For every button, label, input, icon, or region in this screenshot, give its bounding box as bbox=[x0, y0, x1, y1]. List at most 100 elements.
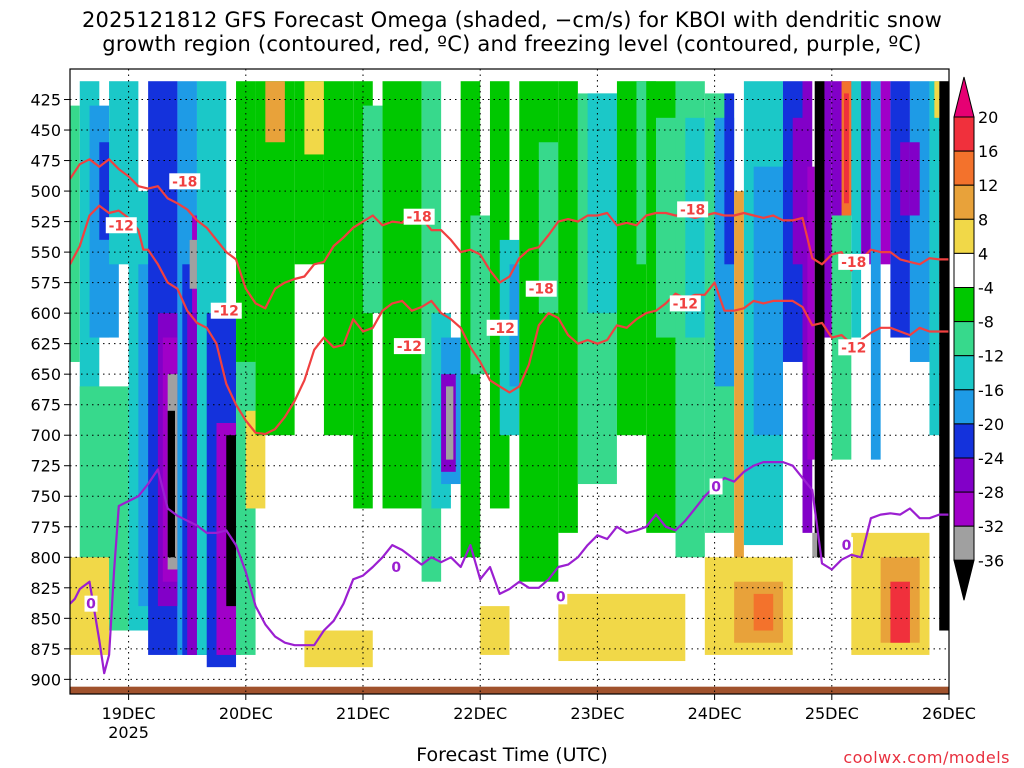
omega-cell-0 bbox=[70, 105, 80, 362]
x-tick-label-4: 23DEC bbox=[570, 704, 624, 723]
credit-link[interactable]: coolwx.com/models bbox=[843, 748, 1010, 767]
terrain-strip bbox=[70, 686, 949, 694]
contour-label-15: 0 bbox=[842, 538, 852, 554]
colorbar-swatch-10 bbox=[953, 423, 975, 459]
y-tick-label-425: 425 bbox=[30, 91, 61, 110]
omega-cell-46 bbox=[558, 81, 578, 533]
contour-label-8: -18 bbox=[680, 202, 705, 218]
omega-cell-29 bbox=[304, 81, 324, 155]
colorbar-label-8: -16 bbox=[978, 381, 1004, 400]
colorbar-swatch-7 bbox=[953, 321, 975, 357]
omega-cell-62 bbox=[792, 117, 803, 265]
y-tick-label-650: 650 bbox=[30, 365, 61, 384]
y-tick-label-500: 500 bbox=[30, 182, 61, 201]
contour-label-bg-2 bbox=[210, 302, 242, 319]
contour-label-bg-5 bbox=[486, 319, 518, 336]
y-tick-label-775: 775 bbox=[30, 518, 61, 537]
y-tick-label-450: 450 bbox=[30, 121, 61, 140]
omega-cell-82 bbox=[934, 81, 940, 118]
colorbar-swatch-3 bbox=[953, 184, 975, 220]
y-tick-label-600: 600 bbox=[30, 304, 61, 323]
contour-label-bg-7 bbox=[669, 295, 701, 312]
omega-cell-69 bbox=[831, 215, 852, 460]
contour-lines bbox=[70, 158, 949, 675]
colorbar-label-10: -24 bbox=[978, 449, 1004, 468]
contour-label-9: -18 bbox=[841, 255, 866, 271]
contour-label-bg-12 bbox=[389, 559, 403, 576]
colorbar-swatch-13 bbox=[953, 525, 975, 561]
colorbar-swatch-4 bbox=[953, 218, 975, 254]
plot-frame bbox=[69, 68, 950, 695]
omega-cell-23 bbox=[236, 81, 256, 362]
contour-label-bg-6 bbox=[525, 280, 557, 297]
x-axis-title: Forecast Time (UTC) bbox=[416, 744, 608, 766]
contour-label-12: 0 bbox=[391, 560, 401, 576]
contour-label-bg-3 bbox=[393, 338, 425, 355]
omega-cell-38 bbox=[446, 386, 454, 460]
y-tick-label-475: 475 bbox=[30, 152, 61, 171]
colorbar-label-7: -12 bbox=[978, 347, 1004, 366]
chart-title: 2025121812 GFS Forecast Omega (shaded, −… bbox=[81, 8, 943, 32]
colorbar-swatch-9 bbox=[953, 389, 975, 425]
colorbar-label-3: 8 bbox=[978, 210, 988, 229]
omega-cell-92 bbox=[480, 606, 510, 655]
omega-cell-32 bbox=[363, 105, 383, 314]
x-tick-label-2: 21DEC bbox=[336, 704, 390, 723]
contour-label-bg-15 bbox=[839, 537, 853, 554]
x-tick-label-5: 24DEC bbox=[688, 704, 742, 723]
colorbar-swatch-6 bbox=[953, 287, 975, 323]
contour-label-0: -12 bbox=[109, 218, 134, 234]
omega-cell-79 bbox=[909, 142, 920, 216]
y-tick-label-800: 800 bbox=[30, 548, 61, 567]
colorbar-label-5: -4 bbox=[978, 279, 994, 298]
x-tick-label-0: 19DEC bbox=[102, 704, 156, 723]
contour-label-1: -18 bbox=[172, 174, 197, 190]
omega-cell-54 bbox=[685, 117, 705, 338]
omega-cell-33 bbox=[382, 81, 422, 509]
colorbar-swatch-1 bbox=[953, 116, 975, 152]
contour-freezing-level-0C bbox=[70, 461, 949, 675]
colorbar-label-4: 4 bbox=[978, 244, 988, 263]
contour-dgz-minus18 bbox=[70, 158, 949, 310]
omega-cell-74 bbox=[870, 81, 881, 460]
colorbar-label-9: -20 bbox=[978, 415, 1004, 434]
omega-cell-73 bbox=[861, 81, 871, 265]
contour-dgz-minus12 bbox=[70, 204, 949, 436]
colorbar-label-2: 12 bbox=[978, 176, 998, 195]
y-tick-label-825: 825 bbox=[30, 579, 61, 598]
contour-label-11: 0 bbox=[86, 597, 96, 613]
colorbar-label-6: -8 bbox=[978, 313, 994, 332]
contour-label-bg-8 bbox=[677, 201, 709, 218]
x-tick-label-6: 25DEC bbox=[805, 704, 859, 723]
colorbar-bottom-arrow bbox=[953, 559, 975, 601]
y-tick-label-900: 900 bbox=[30, 670, 61, 689]
omega-cell-90 bbox=[304, 630, 373, 668]
y-tick-label-575: 575 bbox=[30, 274, 61, 293]
omega-cell-48 bbox=[587, 93, 617, 314]
omega-cell-66 bbox=[812, 532, 818, 558]
colorbar-swatch-12 bbox=[953, 491, 975, 527]
contour-label-bg-13 bbox=[554, 588, 568, 605]
omega-cell-57 bbox=[724, 93, 735, 265]
omega-cell-64 bbox=[807, 166, 815, 460]
y-tick-label-725: 725 bbox=[30, 457, 61, 476]
omega-cell-58 bbox=[734, 191, 744, 631]
y-tick-label-625: 625 bbox=[30, 335, 61, 354]
y-tick-label-675: 675 bbox=[30, 396, 61, 415]
contour-label-bg-1 bbox=[169, 173, 201, 190]
omega-cell-13 bbox=[167, 410, 175, 558]
x-tick-label-3: 22DEC bbox=[453, 704, 507, 723]
chart-title-line-2: growth region (contoured, red, ºC) and f… bbox=[102, 32, 922, 56]
colorbar-swatch-8 bbox=[953, 355, 975, 391]
contour-label-5: -12 bbox=[490, 321, 515, 337]
omega-cell-18 bbox=[189, 239, 197, 289]
omega-cell-77 bbox=[900, 142, 910, 216]
omega-cell-72 bbox=[851, 81, 862, 338]
omega-cell-71 bbox=[844, 93, 849, 204]
x-tick-label-1: 20DEC bbox=[219, 704, 273, 723]
x-year-label: 2025 bbox=[108, 723, 149, 742]
omega-cell-45 bbox=[538, 142, 559, 314]
contour-label-bg-14 bbox=[709, 478, 723, 495]
contour-label-bg-0 bbox=[105, 217, 137, 234]
y-tick-label-550: 550 bbox=[30, 243, 61, 262]
